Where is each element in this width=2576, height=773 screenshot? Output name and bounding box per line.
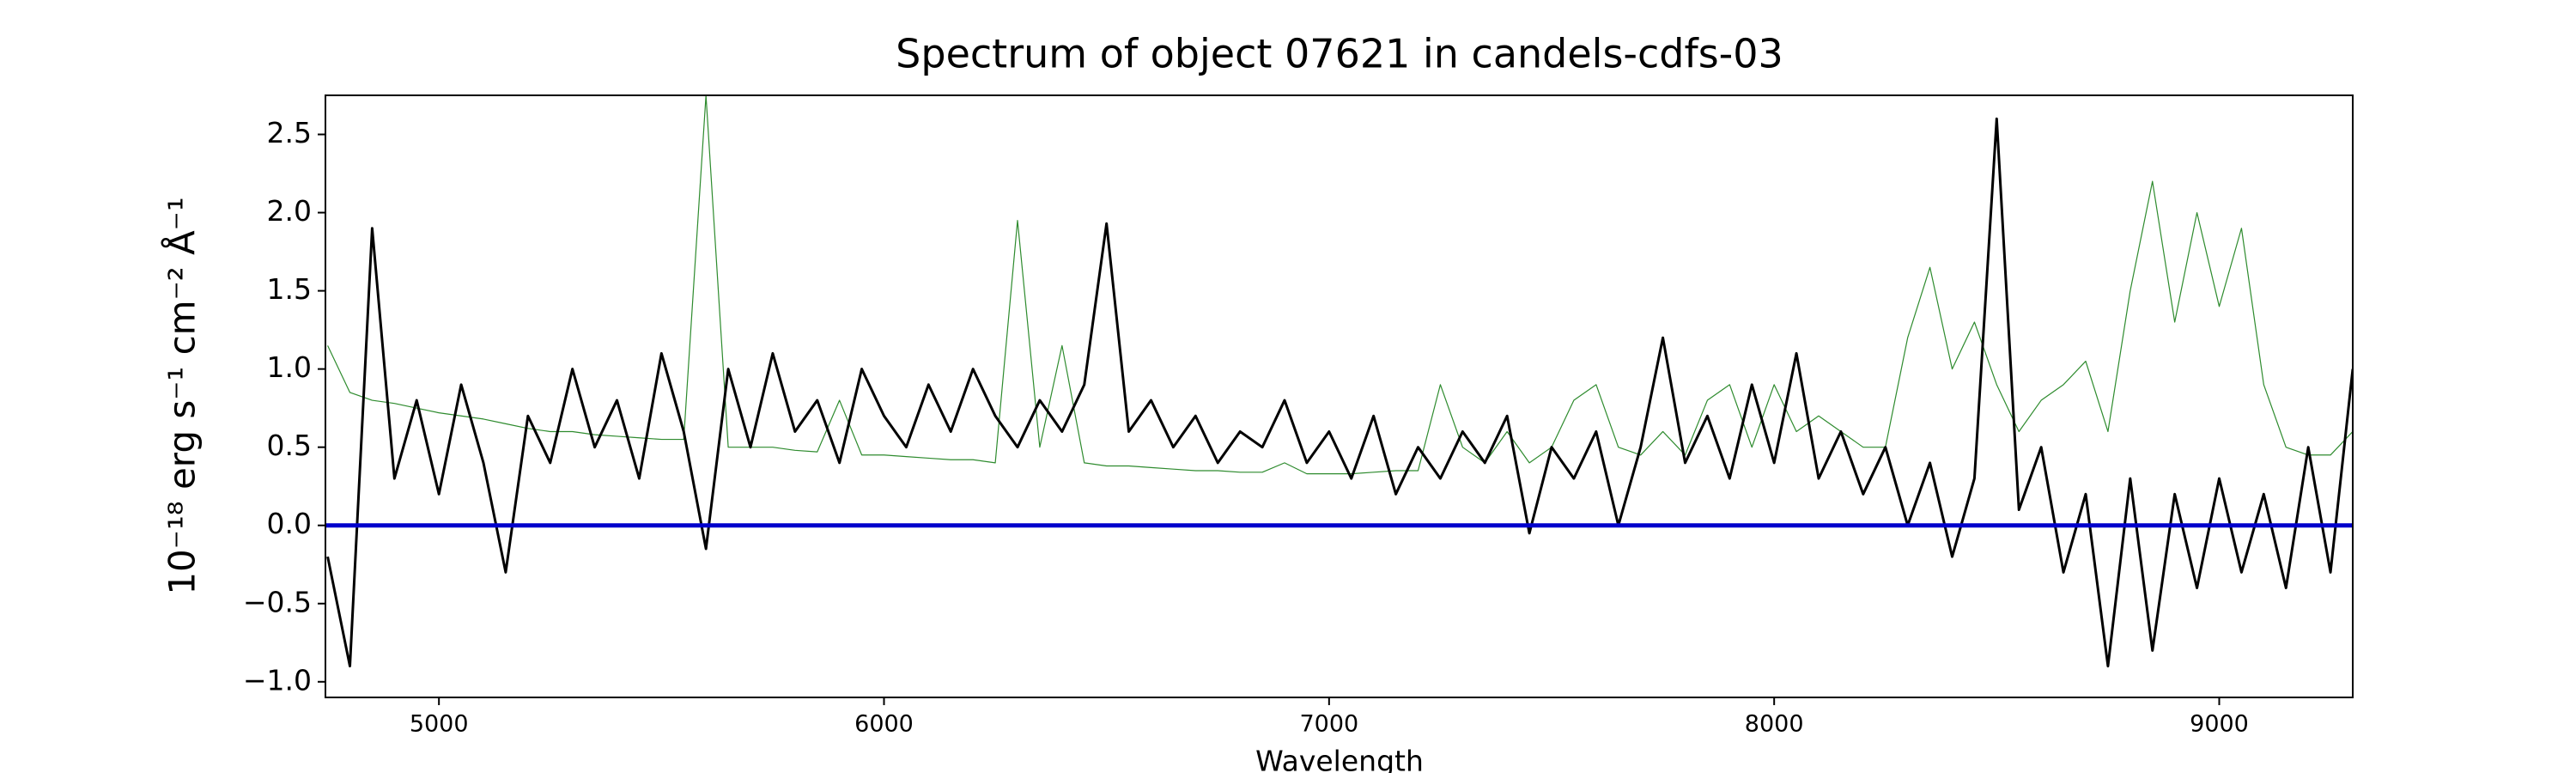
y-tick-label: 0.5 (267, 429, 312, 462)
y-tick-label: 2.0 (267, 194, 312, 228)
y-tick-label: 1.0 (267, 350, 312, 384)
y-tick-label: 1.5 (267, 272, 312, 306)
y-axis-label: 10⁻¹⁸ erg s⁻¹ cm⁻² Å⁻¹ (161, 197, 204, 594)
x-tick-label: 9000 (2190, 711, 2249, 738)
axes-frame (325, 94, 2354, 698)
y-tick-label: 0.0 (267, 507, 312, 540)
plot-area (325, 95, 2353, 668)
y-tick-label: 2.5 (267, 116, 312, 149)
chart-title: Spectrum of object 07621 in candels-cdfs… (896, 31, 1783, 77)
spectrum-line (326, 117, 2353, 668)
x-tick-label: 6000 (854, 711, 914, 738)
x-tick-label: 7000 (1299, 711, 1358, 738)
x-tick-label: 8000 (1745, 711, 1804, 738)
spectrum-line (327, 95, 2353, 475)
x-tick-label: 5000 (410, 711, 469, 738)
y-tick-label: −0.5 (243, 585, 312, 618)
x-axis-label: Wavelength (1255, 745, 1424, 773)
y-tick-label: −1.0 (243, 663, 312, 697)
